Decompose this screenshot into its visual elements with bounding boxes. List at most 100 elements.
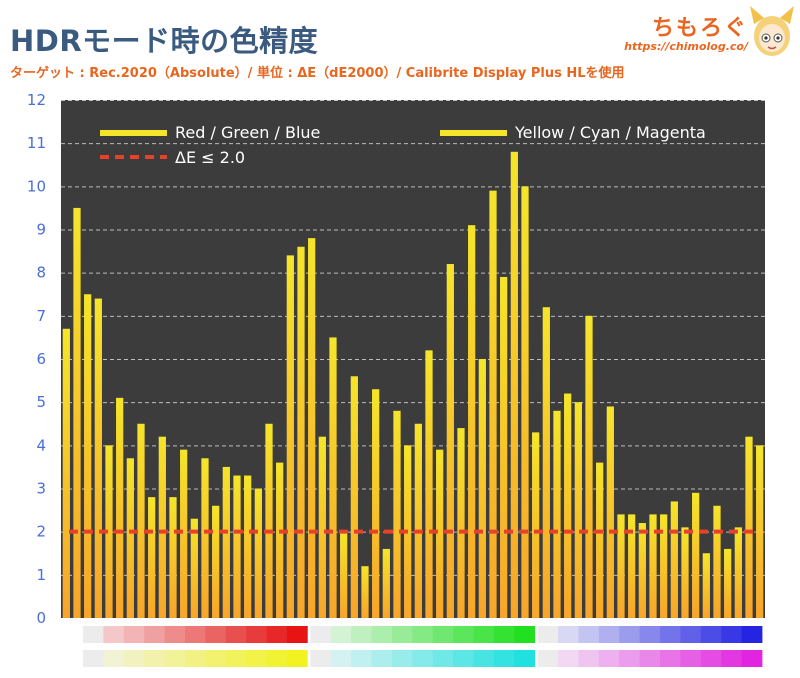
bar (212, 505, 220, 618)
y-tick-label: 4 (36, 436, 46, 454)
color-swatch (123, 626, 145, 643)
legend-threshold-label: ΔE ≤ 2.0 (175, 148, 246, 167)
legend-rgb-label: Red / Green / Blue (175, 123, 321, 142)
color-swatch (225, 626, 247, 643)
color-swatch (558, 650, 579, 667)
color-swatch (184, 650, 206, 667)
color-swatch (473, 650, 495, 667)
bar (105, 445, 113, 618)
bar (222, 466, 230, 618)
color-swatch (123, 650, 145, 667)
color-swatch (578, 626, 600, 643)
color-swatch (144, 650, 165, 667)
color-swatch (330, 626, 352, 643)
bar (574, 402, 582, 618)
bar (318, 436, 326, 618)
bar (457, 428, 465, 618)
bar (468, 225, 476, 618)
y-tick-label: 9 (36, 221, 46, 239)
bars (62, 151, 764, 619)
mascot-icon (750, 6, 794, 56)
bar (681, 527, 689, 618)
y-tick-label: 6 (36, 350, 46, 368)
y-tick-label: 10 (27, 177, 46, 195)
color-swatch (598, 626, 620, 643)
bar (564, 393, 572, 618)
bar (393, 410, 401, 618)
color-swatch (453, 650, 474, 667)
color-swatch (660, 626, 681, 643)
chart-subtitle: ターゲット : Rec.2020（Absolute）/ 単位 : ΔE（dE20… (10, 66, 625, 81)
color-swatch (578, 650, 600, 667)
y-tick-label: 11 (27, 134, 46, 152)
bar (628, 514, 636, 618)
color-swatch (286, 626, 308, 643)
color-swatch (660, 650, 681, 667)
color-swatch (164, 626, 186, 643)
color-swatch (453, 626, 474, 643)
bar (276, 462, 284, 618)
gridlines (61, 100, 765, 576)
bar (585, 315, 593, 618)
bar (297, 246, 305, 618)
bar (670, 501, 678, 618)
color-swatch (639, 650, 661, 667)
bar (254, 488, 262, 618)
color-swatch (680, 626, 702, 643)
bar (489, 190, 497, 618)
bar (116, 397, 124, 618)
bar (553, 410, 561, 618)
bar (756, 445, 764, 618)
color-swatch (83, 626, 104, 643)
y-tick-label: 12 (27, 91, 46, 109)
color-swatch (103, 626, 125, 643)
bar (94, 298, 102, 618)
bar (532, 432, 540, 618)
bar (542, 307, 550, 618)
color-swatch (310, 626, 332, 643)
bar (617, 514, 625, 618)
color-swatch (225, 650, 247, 667)
color-swatch (598, 650, 620, 667)
color-swatch (184, 626, 206, 643)
bar (745, 436, 753, 618)
bar (649, 514, 657, 618)
bar (137, 423, 145, 618)
color-swatch (700, 626, 722, 643)
bar (702, 553, 710, 618)
y-tick-label: 5 (36, 393, 46, 411)
color-swatch (514, 650, 536, 667)
color-swatch (266, 626, 288, 643)
bar (265, 423, 273, 618)
color-swatch (205, 626, 227, 643)
bar (713, 505, 721, 618)
color-swatch (558, 626, 579, 643)
color-swatch (164, 650, 186, 667)
bar (521, 186, 529, 618)
bar (361, 566, 369, 618)
bar (638, 523, 646, 618)
bar (724, 548, 732, 618)
color-swatch (371, 650, 393, 667)
color-swatch (721, 626, 742, 643)
color-swatch (619, 650, 641, 667)
color-swatch (83, 650, 104, 667)
legend (100, 130, 507, 159)
brand-url: https://chimolog.co/ (624, 40, 748, 53)
color-swatch (246, 626, 267, 643)
bar (308, 238, 316, 618)
legend-ycm-label: Yellow / Cyan / Magenta (515, 123, 706, 142)
color-swatch (391, 650, 413, 667)
color-swatch (537, 626, 559, 643)
bar (414, 423, 422, 618)
color-swatch (351, 626, 372, 643)
bar (382, 548, 390, 618)
y-tick-label: 2 (36, 523, 46, 541)
bar (478, 359, 486, 618)
brand-name: ちもろぐ (651, 16, 748, 41)
bar (286, 255, 294, 618)
color-swatch (103, 650, 125, 667)
color-swatch (351, 650, 372, 667)
color-swatch (310, 650, 332, 667)
color-swatch (432, 626, 454, 643)
